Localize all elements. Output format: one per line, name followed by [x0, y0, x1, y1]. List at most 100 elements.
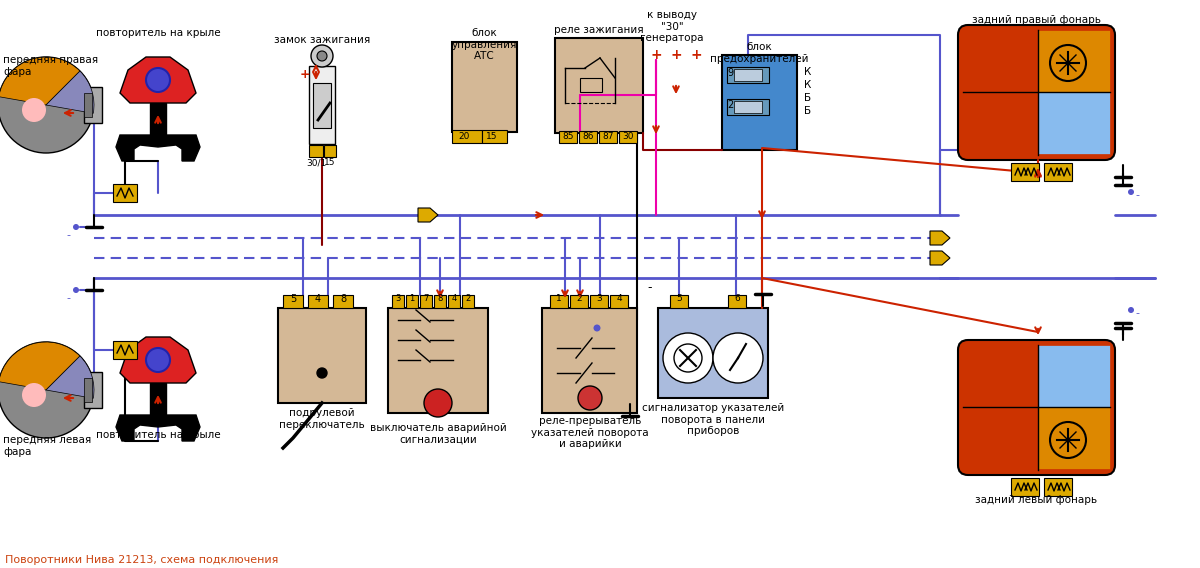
Bar [727, 67, 769, 83]
Circle shape [594, 324, 600, 332]
Bar [734, 101, 762, 113]
Bar [392, 295, 404, 308]
Polygon shape [930, 231, 950, 245]
Circle shape [662, 333, 713, 383]
Bar [388, 308, 488, 413]
Text: 30: 30 [623, 132, 634, 141]
Bar [482, 130, 508, 143]
Text: 2: 2 [727, 100, 733, 110]
Bar [734, 69, 762, 81]
Bar [324, 145, 336, 157]
Text: реле зажигания: реле зажигания [554, 25, 644, 35]
Bar [334, 295, 353, 308]
Text: 1: 1 [409, 294, 415, 303]
Bar [462, 295, 474, 308]
Circle shape [1128, 307, 1134, 313]
Wedge shape [0, 342, 80, 390]
Bar [554, 38, 643, 133]
Polygon shape [120, 337, 196, 383]
Text: +: + [300, 68, 311, 81]
Polygon shape [930, 251, 950, 265]
Text: +: + [670, 48, 682, 62]
Bar [727, 99, 769, 115]
Polygon shape [116, 415, 200, 441]
Circle shape [22, 383, 46, 407]
Text: 3: 3 [395, 294, 401, 303]
Circle shape [146, 348, 170, 372]
Text: реле-прерыватель
указателей поворота
и аварийки: реле-прерыватель указателей поворота и а… [532, 416, 649, 449]
Bar [313, 83, 331, 128]
Text: 9: 9 [727, 68, 733, 78]
Bar [452, 42, 517, 132]
Text: 5: 5 [676, 294, 682, 303]
Text: 20: 20 [458, 132, 469, 141]
Text: 30/1: 30/1 [306, 158, 326, 167]
Text: +: + [690, 48, 702, 62]
Wedge shape [46, 356, 94, 398]
Bar [599, 131, 617, 143]
Text: 8: 8 [437, 294, 443, 303]
Text: повторитель на крыле: повторитель на крыле [96, 28, 221, 38]
Bar [570, 295, 588, 308]
Bar [310, 145, 323, 157]
Bar [150, 383, 166, 415]
Circle shape [317, 368, 326, 378]
Text: задний левый фонарь: задний левый фонарь [974, 495, 1097, 505]
Text: 8: 8 [340, 294, 346, 304]
Circle shape [146, 68, 170, 92]
Text: замок зажигания: замок зажигания [274, 35, 370, 45]
Text: К: К [804, 80, 811, 90]
Bar [590, 295, 608, 308]
Bar [452, 130, 482, 143]
Text: к выводу
"30"
генератора: к выводу "30" генератора [641, 10, 703, 43]
Text: +: + [650, 48, 662, 62]
Bar [420, 295, 432, 308]
Bar [542, 308, 637, 413]
Bar [658, 308, 768, 398]
Bar [308, 295, 328, 308]
Bar [278, 308, 366, 403]
Circle shape [0, 57, 94, 153]
Text: сигнализатор указателей
поворота в панели
приборов: сигнализатор указателей поворота в панел… [642, 403, 784, 436]
Bar [559, 131, 577, 143]
Text: блок
предохранителей: блок предохранителей [709, 42, 809, 64]
Circle shape [73, 287, 79, 293]
Polygon shape [120, 57, 196, 103]
Text: 2: 2 [576, 294, 582, 303]
Text: 5: 5 [290, 294, 296, 304]
Bar [1038, 30, 1110, 92]
Circle shape [0, 342, 94, 438]
Wedge shape [0, 57, 80, 105]
Text: 4: 4 [616, 294, 622, 303]
Bar [1038, 345, 1110, 407]
Circle shape [424, 389, 452, 417]
Bar [406, 295, 418, 308]
Bar [1010, 163, 1039, 181]
Bar [283, 295, 302, 308]
Text: 4: 4 [451, 294, 457, 303]
Text: Поворотники Нива 21213, схема подключения: Поворотники Нива 21213, схема подключени… [5, 555, 278, 565]
Text: передняя левая
фара: передняя левая фара [2, 435, 91, 457]
Bar [1010, 478, 1039, 496]
Bar [610, 295, 628, 308]
Text: Б: Б [804, 93, 811, 103]
Circle shape [311, 45, 334, 67]
Bar [84, 372, 102, 408]
Wedge shape [46, 71, 94, 114]
Bar [84, 93, 92, 117]
Bar [113, 341, 137, 359]
Text: 7: 7 [424, 294, 428, 303]
Text: 87: 87 [602, 132, 613, 141]
Text: 1: 1 [556, 294, 562, 303]
Bar [113, 184, 137, 202]
FancyBboxPatch shape [958, 340, 1115, 475]
Bar [580, 131, 598, 143]
Text: выключатель аварийной
сигнализации: выключатель аварийной сигнализации [370, 423, 506, 445]
Bar [150, 103, 166, 135]
Bar [448, 295, 460, 308]
Bar [1038, 407, 1110, 469]
Text: 15: 15 [486, 132, 498, 141]
Text: 2: 2 [466, 294, 470, 303]
Text: -: - [66, 230, 70, 240]
Bar [1044, 478, 1072, 496]
